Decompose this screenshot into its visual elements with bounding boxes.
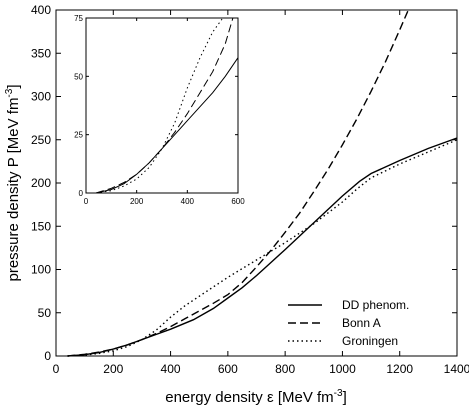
inset-x-tick-label: 400 bbox=[181, 197, 195, 206]
main-series-line-bonn-a bbox=[67, 9, 409, 357]
inset-ticks-group: 0 200 400 600 0 25 50 75 bbox=[74, 14, 245, 206]
inset-plot: 0 200 400 600 0 25 50 75 bbox=[74, 14, 245, 206]
main-y-tick-label: 300 bbox=[31, 90, 51, 104]
y-axis-label: pressure density P [MeV fm-3] bbox=[4, 84, 22, 281]
legend-label-bonn-a: Bonn A bbox=[342, 316, 381, 330]
main-y-tick-label: 350 bbox=[31, 46, 51, 60]
main-ticks-group: 0 200 400 600 800 1000 1200 1400050100150200250… bbox=[31, 3, 469, 376]
main-series-group bbox=[67, 9, 458, 357]
main-y-tick-label: 50 bbox=[38, 306, 52, 320]
legend: DD phenom. Bonn A Groningen bbox=[288, 298, 409, 348]
main-x-tick-label: 0 bbox=[53, 362, 60, 376]
inset-y-tick-label: 50 bbox=[74, 72, 83, 81]
inset-plot-frame bbox=[85, 17, 239, 194]
inset-x-tick-label: 0 bbox=[84, 197, 89, 206]
x-axis-label: energy density ε [MeV fm-3] bbox=[165, 388, 347, 406]
main-y-tick-label: 0 bbox=[44, 349, 51, 363]
inset-y-tick-label: 25 bbox=[74, 131, 83, 140]
inset-background bbox=[86, 18, 238, 193]
legend-label-groningen: Groningen bbox=[342, 334, 398, 348]
main-x-tick-label: 800 bbox=[275, 362, 295, 376]
inset-series-line-dd-phenom bbox=[95, 57, 239, 194]
inset-x-tick-label: 200 bbox=[130, 197, 144, 206]
main-x-tick-label: 1400 bbox=[444, 362, 469, 376]
main-x-tick-label: 1000 bbox=[329, 362, 356, 376]
main-x-tick-label: 400 bbox=[161, 362, 181, 376]
main-y-tick-label: 100 bbox=[31, 263, 51, 277]
inset-y-tick-label: 0 bbox=[79, 189, 84, 198]
main-y-tick-label: 200 bbox=[31, 176, 51, 190]
main-x-tick-label: 200 bbox=[103, 362, 123, 376]
inset-series-group bbox=[95, 17, 239, 194]
inset-y-tick-label: 75 bbox=[74, 14, 83, 23]
main-x-tick-label: 1200 bbox=[386, 362, 413, 376]
main-y-tick-label: 400 bbox=[31, 3, 51, 17]
main-y-tick-label: 150 bbox=[31, 219, 51, 233]
main-y-tick-label: 250 bbox=[31, 133, 51, 147]
inset-x-tick-label: 600 bbox=[231, 197, 245, 206]
main-x-tick-label: 600 bbox=[218, 362, 238, 376]
inset-series-line-bonn-a bbox=[95, 17, 234, 194]
main-plot: 0 200 400 600 800 1000 1200 1400050100150200250… bbox=[31, 3, 469, 376]
legend-label-dd-phenom: DD phenom. bbox=[342, 298, 409, 312]
